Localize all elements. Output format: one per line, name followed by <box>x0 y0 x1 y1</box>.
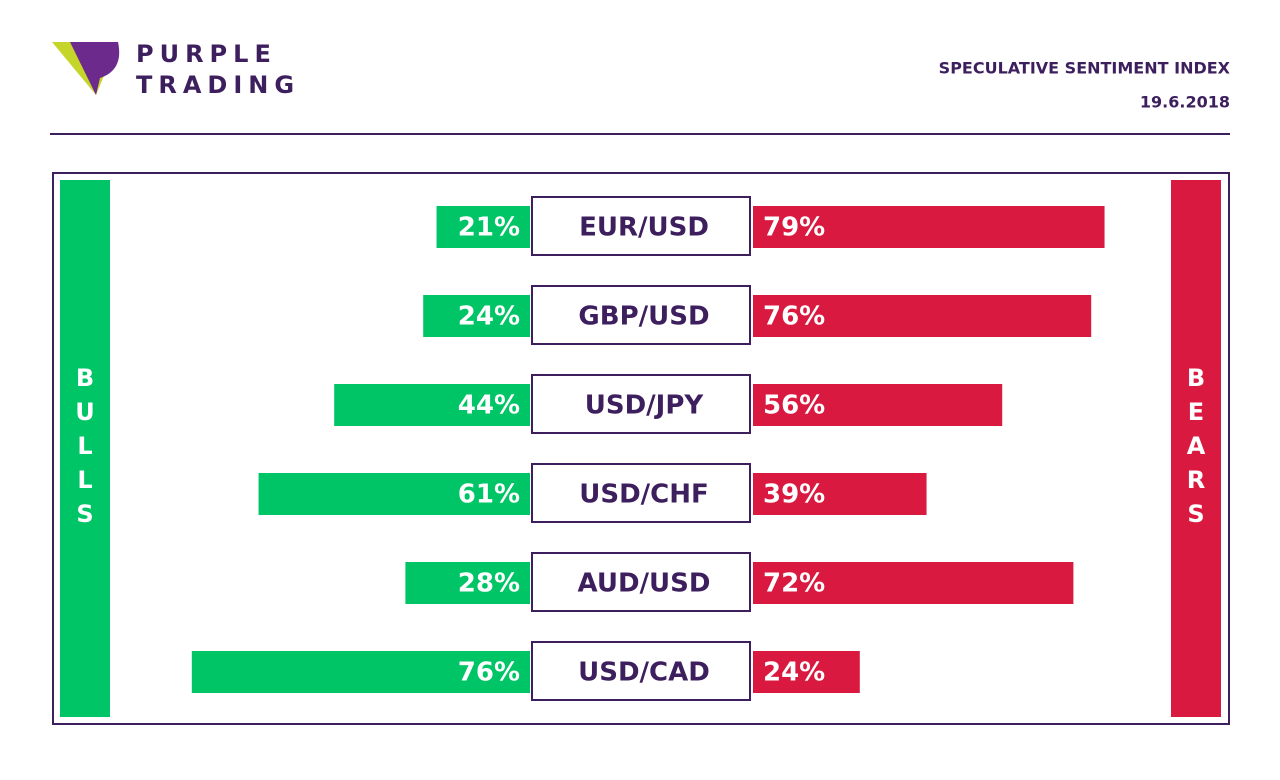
bar <box>753 384 1003 426</box>
bears-column <box>1171 180 1221 717</box>
brand: PURPLE <box>136 40 277 68</box>
chart-title: SPECULATIVE SENTIMENT INDEX <box>939 59 1231 78</box>
value-label: 44% <box>458 391 520 421</box>
bar <box>423 295 530 337</box>
value-label: 76% <box>763 302 825 332</box>
bar <box>753 473 927 515</box>
bears-label: BEARS <box>1182 363 1210 534</box>
category-box <box>531 196 751 256</box>
category-box <box>531 463 751 523</box>
category-box <box>531 374 751 434</box>
value-label: 56% <box>763 391 825 421</box>
bar <box>753 651 860 693</box>
category-label: GBP/USD <box>578 302 709 332</box>
value-label: 76% <box>458 658 520 688</box>
value-label: 61% <box>458 480 520 510</box>
bar <box>436 206 530 248</box>
brand: TRADING <box>136 71 300 99</box>
category-box <box>531 552 751 612</box>
bar <box>753 562 1074 604</box>
category-label: AUD/USD <box>578 569 711 599</box>
bar <box>753 295 1092 337</box>
bulls-label: BULLS <box>71 363 99 534</box>
bar <box>258 473 530 515</box>
value-label: 39% <box>763 480 825 510</box>
bar <box>753 206 1105 248</box>
bar <box>191 651 531 693</box>
value-label: 24% <box>763 658 825 688</box>
logo-mark <box>70 42 120 95</box>
category-box <box>531 285 751 345</box>
category-label: USD/CHF <box>579 480 709 510</box>
frame <box>52 172 1230 725</box>
value-label: 24% <box>458 302 520 332</box>
bar <box>405 562 530 604</box>
value-label: 28% <box>458 569 520 599</box>
value-label: 72% <box>763 569 825 599</box>
category-label: USD/CAD <box>578 658 710 688</box>
bar <box>334 384 530 426</box>
category-label: EUR/USD <box>579 213 709 243</box>
category-label: USD/JPY <box>585 391 705 421</box>
bulls-column <box>60 180 110 717</box>
category-box <box>531 641 751 701</box>
date: 19.6.2018 <box>1140 93 1230 112</box>
value-label: 21% <box>458 213 520 243</box>
value-label: 79% <box>763 213 825 243</box>
